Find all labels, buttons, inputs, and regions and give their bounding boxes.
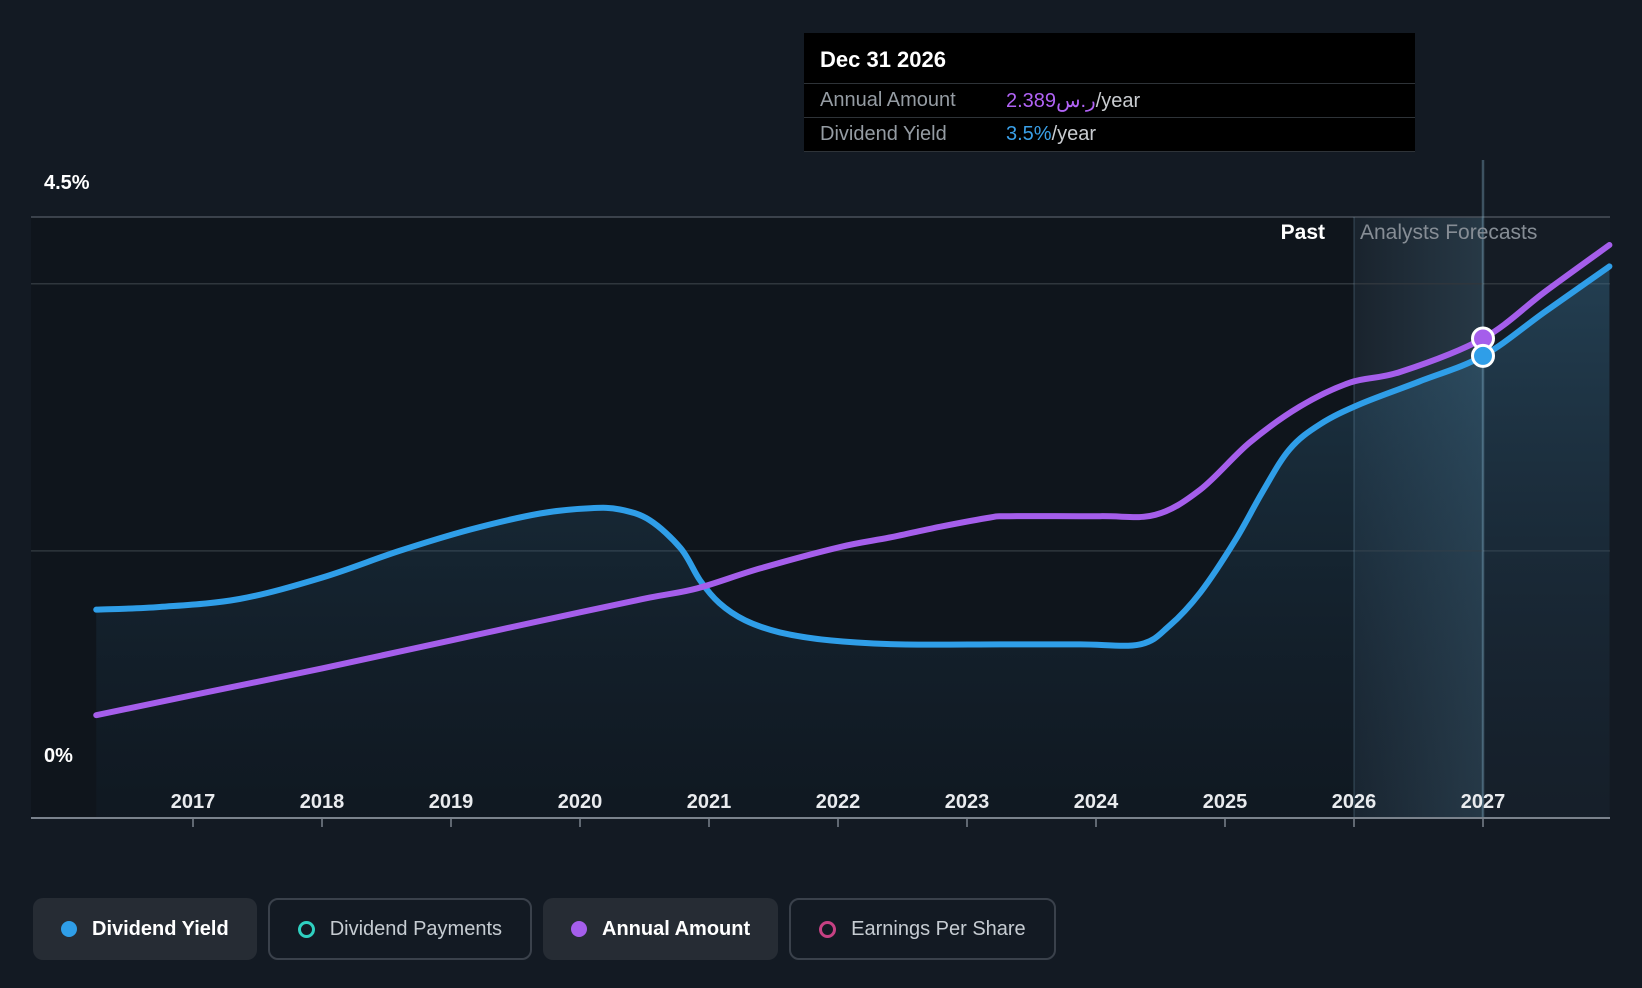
- annual-amount-line: [93, 242, 1613, 719]
- x-axis-label-2022: 2022: [815, 791, 861, 813]
- legend-dividend-payments-button[interactable]: Dividend Payments: [267, 898, 533, 960]
- x-axis-label-2023: 2023: [944, 791, 990, 813]
- x-axis-label-2017: 2017: [170, 791, 216, 813]
- legend-label: Dividend Payments: [329, 917, 503, 940]
- tooltip-row-annual-amount: Annual Amount 2.389ر.س/year: [804, 83, 1415, 117]
- y-axis-label-top: 4.5%: [44, 172, 90, 194]
- dividend-payments-ring-icon: [297, 920, 315, 938]
- tooltip-label: Annual Amount: [820, 89, 956, 111]
- x-axis-label-2025: 2025: [1202, 791, 1248, 813]
- tooltip-date: Dec 31 2026: [820, 47, 946, 72]
- x-axis-label-2018: 2018: [299, 791, 345, 813]
- dividend-yield-line: [93, 263, 1613, 649]
- tooltip-row-dividend-yield: Dividend Yield 3.5%/year: [804, 117, 1415, 152]
- analysts-forecasts-section-label: Analysts Forecasts: [1360, 221, 1538, 244]
- tooltip-value: 3.5%/year: [1006, 123, 1097, 145]
- dividend-yield-area-fill: [96, 266, 1610, 818]
- legend-label: Earnings Per Share: [851, 917, 1026, 940]
- x-axis-label-2021: 2021: [686, 791, 732, 813]
- earnings-per-share-ring-icon: [819, 920, 837, 938]
- legend-dividend-yield-button[interactable]: Dividend Yield: [33, 898, 257, 960]
- dividend-yield-dot-icon: [61, 921, 77, 937]
- x-axis-label-2024: 2024: [1073, 791, 1119, 813]
- dividend-yield-marker: [1471, 343, 1495, 368]
- legend-label: Dividend Yield: [92, 917, 229, 940]
- legend-annual-amount-button[interactable]: Annual Amount: [543, 898, 779, 960]
- legend-earnings-per-share-button[interactable]: Earnings Per Share: [789, 898, 1056, 960]
- x-axis-label-2020: 2020: [557, 791, 603, 813]
- x-axis-label-2019: 2019: [428, 791, 474, 813]
- tooltip-value: 2.389ر.س/year: [1006, 90, 1141, 112]
- y-axis-label-bottom: 0%: [44, 745, 73, 767]
- tooltip-label: Dividend Yield: [820, 123, 947, 145]
- legend-label: Annual Amount: [602, 917, 751, 940]
- annual-amount-dot-icon: [571, 921, 588, 937]
- chart-tooltip: Dec 31 2026 Annual Amount 2.389ر.س/year …: [804, 33, 1415, 152]
- legend: Dividend Yield Dividend Payments Annual …: [33, 898, 1056, 960]
- x-axis-label-2027: 2027: [1460, 791, 1506, 813]
- x-axis-label-2026: 2026: [1331, 791, 1377, 813]
- past-section-label: Past: [1280, 221, 1325, 244]
